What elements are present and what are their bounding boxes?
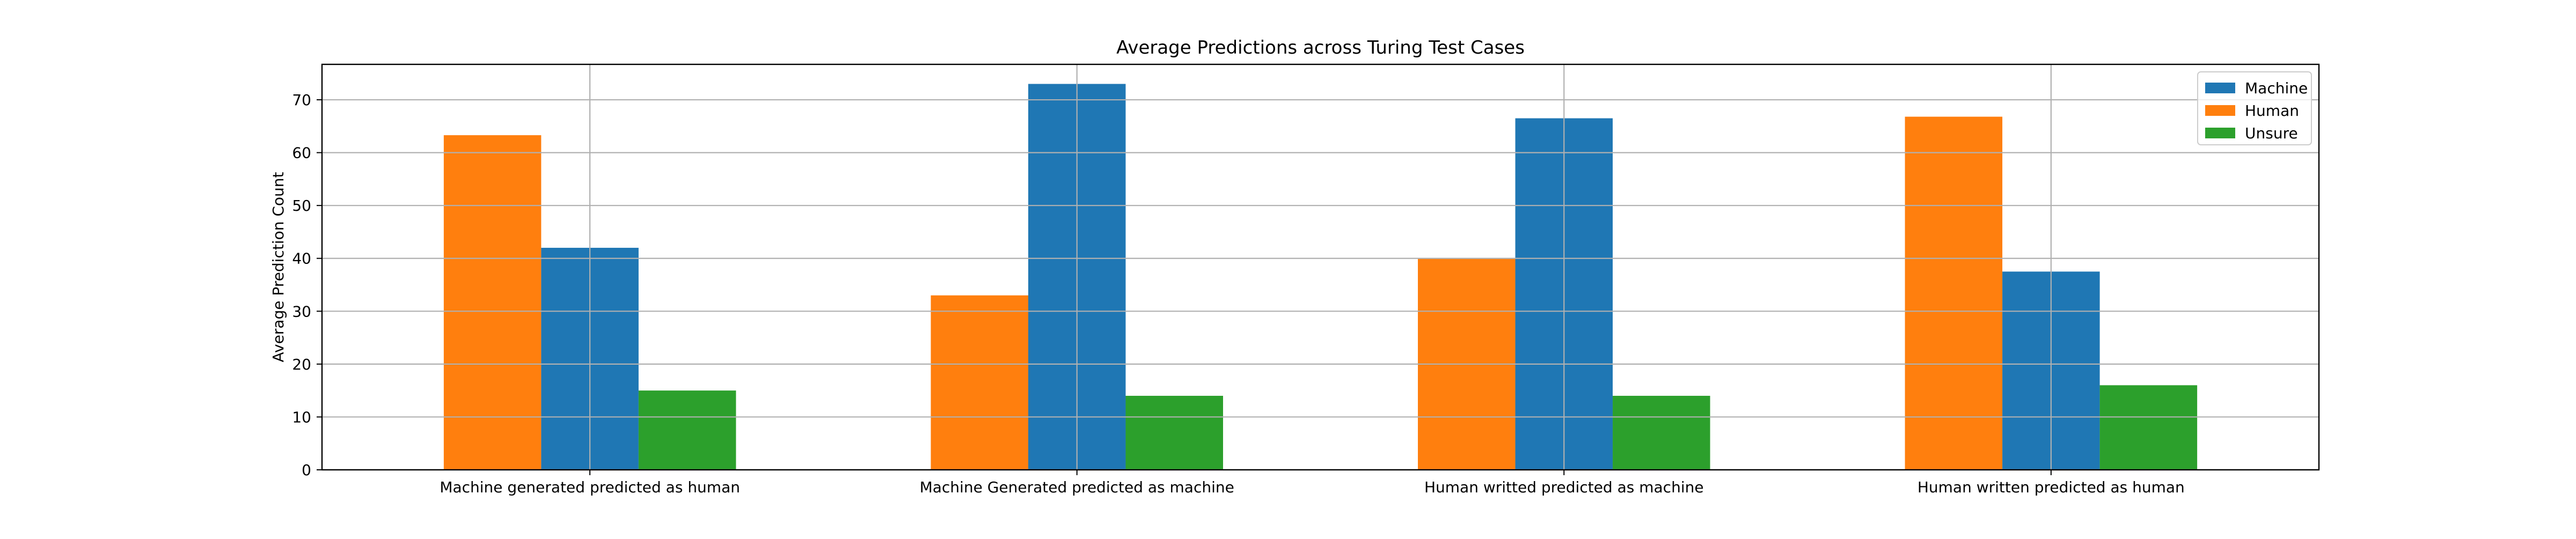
legend-swatch-machine — [2205, 83, 2235, 93]
y-tick-label: 0 — [302, 461, 311, 479]
bar-unsure-0 — [638, 390, 736, 470]
bar-unsure-2 — [1613, 396, 1710, 470]
y-tick-label: 50 — [292, 197, 311, 215]
bar-human-0 — [443, 135, 541, 470]
legend-label-machine: Machine — [2245, 79, 2308, 97]
y-tick-label: 70 — [292, 91, 311, 109]
y-tick-label: 10 — [292, 408, 311, 426]
bar-human-3 — [1905, 116, 2003, 470]
legend: Machine Human Unsure — [2197, 71, 2312, 145]
y-tick-label: 20 — [292, 356, 311, 373]
y-tick-label: 60 — [292, 144, 311, 162]
bar-human-1 — [931, 295, 1028, 470]
x-tick-label: Machine generated predicted as human — [440, 478, 740, 496]
x-tick-label: Machine Generated predicted as machine — [920, 478, 1234, 496]
legend-swatch-unsure — [2205, 128, 2235, 138]
y-tick-label: 40 — [292, 250, 311, 268]
chart-title: Average Predictions across Turing Test C… — [1116, 37, 1525, 58]
bar-unsure-1 — [1125, 396, 1223, 470]
y-axis-label: Average Prediction Count — [269, 172, 287, 362]
legend-label-unsure: Unsure — [2245, 124, 2298, 142]
y-tick-label: 30 — [292, 302, 311, 320]
legend-swatch-human — [2205, 105, 2235, 116]
x-tick-label: Human written predicted as human — [1918, 478, 2185, 496]
legend-label-human: Human — [2245, 102, 2299, 120]
plot-frame — [321, 63, 2320, 471]
bar-unsure-3 — [2099, 385, 2198, 470]
axes: 0 10 20 30 40 50 60 70 Machine generated predict… — [292, 91, 2184, 496]
x-tick-label: Human writted predicted as machine — [1424, 478, 1704, 496]
